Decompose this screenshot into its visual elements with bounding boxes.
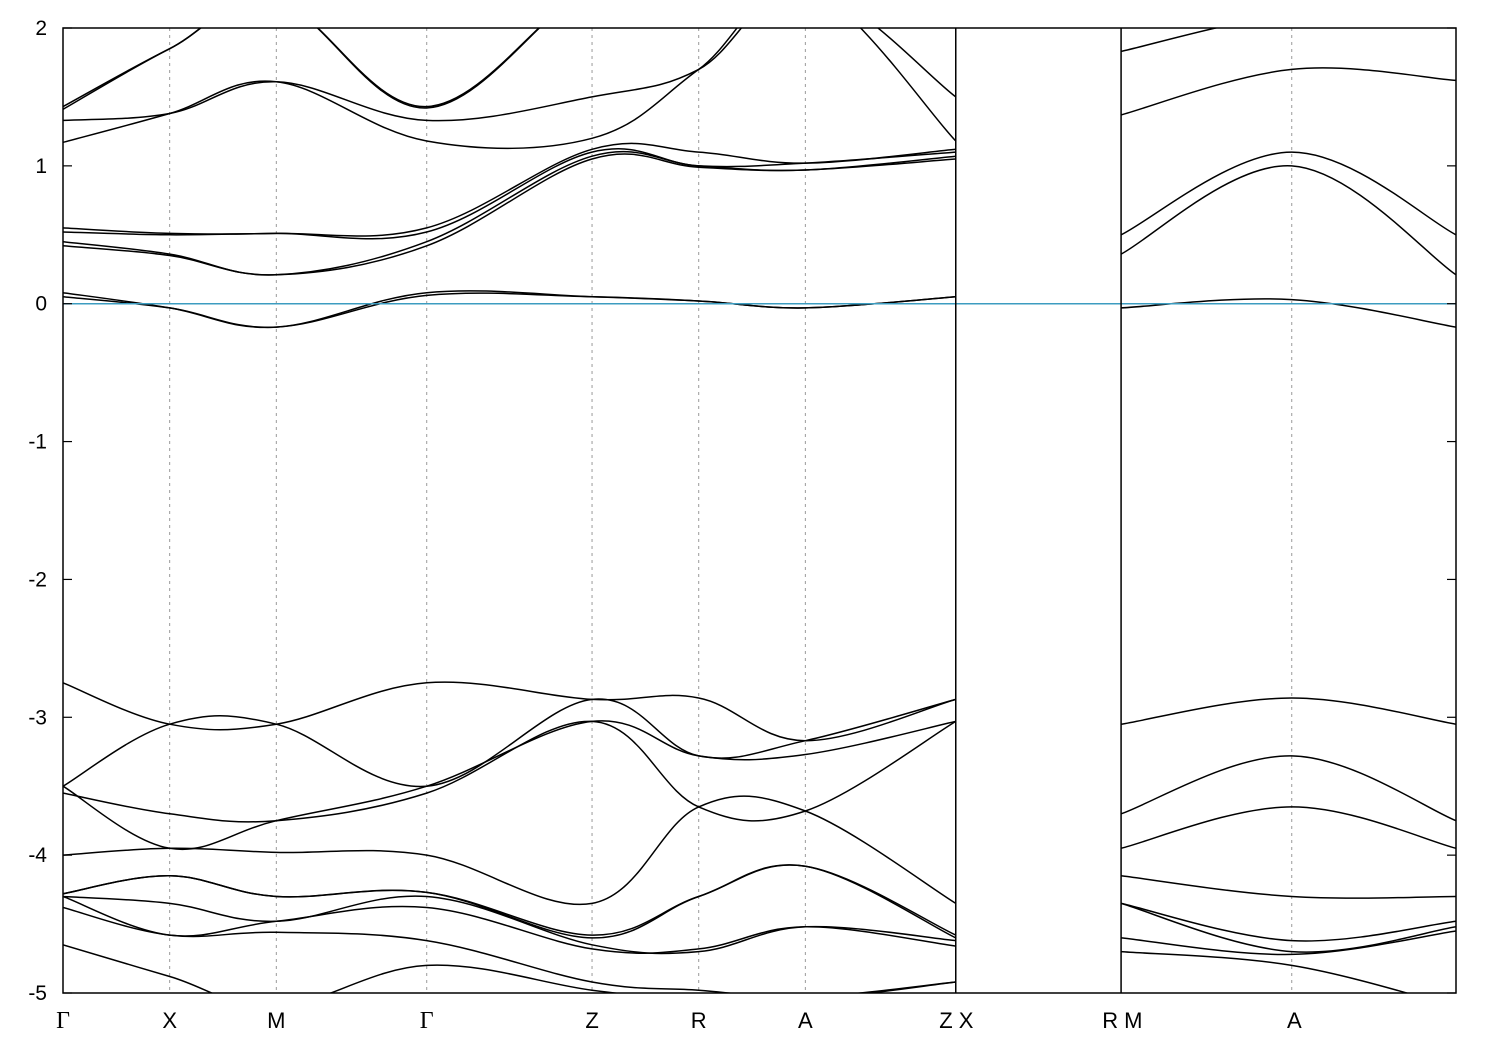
y-tick-label: 0 [35,293,47,316]
y-tick-label: -3 [28,706,47,729]
band-19 [63,28,1220,122]
band-8 [63,697,1456,823]
kpoint-label: A [798,1008,813,1033]
band-13 [63,290,956,329]
band-lines [63,28,1456,993]
band-12 [63,292,1456,329]
plot-frame [62,27,1457,994]
kpoint-label: X [959,1008,974,1033]
kpoint-label: A [1287,1008,1302,1033]
band-7 [63,755,1456,906]
kpoint-label: M [1124,1008,1142,1033]
band-5 [63,864,1456,939]
y-tick-label: 2 [35,17,47,40]
band-15 [63,150,1456,276]
band-9 [63,720,956,851]
kpoint-label: Γ [56,1008,70,1034]
kpoint-label: R [691,1008,707,1033]
band-10 [63,698,956,788]
band-11 [63,681,956,742]
kpoint-label: Z [585,1008,598,1033]
band-17 [63,142,956,237]
band-18 [63,28,1456,150]
kpoint-label: M [267,1008,285,1033]
kpoint-label: R [1102,1008,1118,1033]
band-3 [63,895,1456,955]
y-tick-label: -5 [28,982,47,1005]
kpoint-label: Γ [420,1008,434,1034]
band-21 [63,28,540,108]
y-tick-label: 1 [35,155,47,178]
kpoint-label: X [162,1008,177,1033]
y-axis: -5 -4 -3 -2 -1 0 1 2 [28,17,1456,1005]
kpoint-label: Z [939,1008,952,1033]
band-14 [63,153,1456,276]
y-tick-label: -2 [28,568,47,591]
band-4 [63,895,1456,955]
band-20 [63,28,541,110]
y-tick-label: -1 [28,431,47,454]
plot-border [62,27,1457,994]
y-tick-label: -4 [28,844,47,867]
band-1 [63,944,1410,993]
band-6 [63,806,1456,936]
